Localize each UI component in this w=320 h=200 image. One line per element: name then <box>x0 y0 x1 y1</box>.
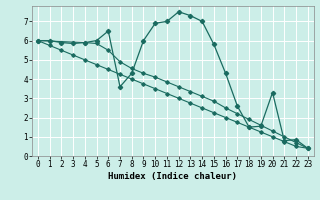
X-axis label: Humidex (Indice chaleur): Humidex (Indice chaleur) <box>108 172 237 181</box>
